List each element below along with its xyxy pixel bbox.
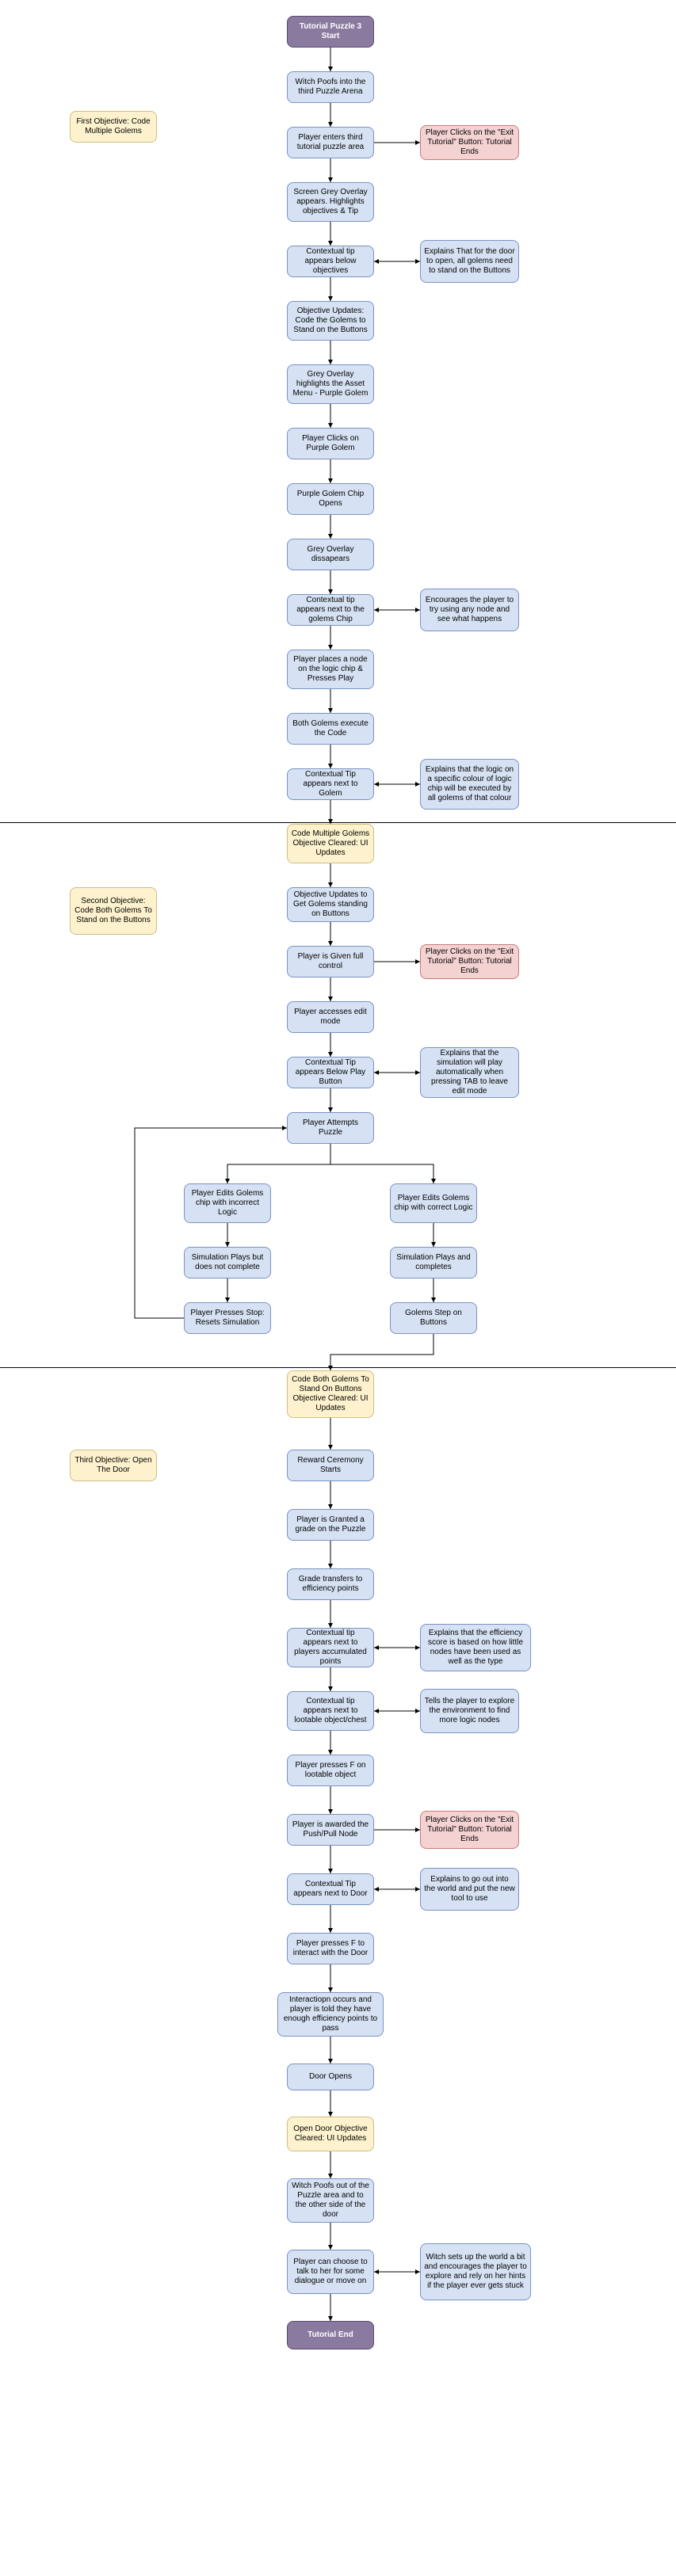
- flowchart-node-n4: Contextual tip appears below objectives: [287, 246, 374, 277]
- flowchart-node-obj3: Third Objective: Open The Door: [70, 1450, 157, 1481]
- flowchart-node-side3: Explains that the logic on a specific co…: [420, 759, 519, 810]
- flowchart-node-n19r: Player Edits Golems chip with correct Lo…: [390, 1183, 477, 1223]
- flowchart-node-n31: Interactiopn occurs and player is told t…: [277, 1992, 384, 2037]
- flowchart-node-side5: Explains that the efficiency score is ba…: [420, 1624, 531, 1671]
- flowchart-node-n3: Screen Grey Overlay appears. Highlights …: [287, 182, 374, 222]
- flowchart-node-clr2: Code Both Golems To Stand On Buttons Obj…: [287, 1370, 374, 1418]
- section-divider: [0, 822, 676, 823]
- flowchart-node-n9: Grey Overlay dissapears: [287, 539, 374, 570]
- flowchart-node-n14: Objective Updates to Get Golems standing…: [287, 887, 374, 922]
- flowchart-node-side1: Explains That for the door to open, all …: [420, 240, 519, 283]
- flowchart-node-n10: Contextual tip appears next to the golem…: [287, 594, 374, 626]
- flowchart-node-clr3: Open Door Objective Cleared: UI Updates: [287, 2117, 374, 2151]
- flowchart-node-n32: Door Opens: [287, 2063, 374, 2090]
- flowchart-node-n1: Witch Poofs into the third Puzzle Arena: [287, 71, 374, 103]
- flowchart-node-ex2: Player Clicks on the "Exit Tutorial" But…: [420, 944, 519, 979]
- flowchart-node-side2: Encourages the player to try using any n…: [420, 589, 519, 631]
- flowchart-node-n20r: Simulation Plays and completes: [390, 1247, 477, 1278]
- flowchart-node-n33: Witch Poofs out of the Puzzle area and t…: [287, 2178, 374, 2223]
- flowchart-node-obj2: Second Objective: Code Both Golems To St…: [70, 887, 157, 935]
- flowchart-node-n24: Grade transfers to efficiency points: [287, 1568, 374, 1600]
- flowchart-node-clr1: Code Multiple Golems Objective Cleared: …: [287, 824, 374, 863]
- flowchart-node-n13: Contextual Tip appears next to Golem: [287, 768, 374, 800]
- flowchart-node-side4: Explains that the simulation will play a…: [420, 1047, 519, 1098]
- flowchart-node-n20l: Simulation Plays but does not complete: [184, 1247, 271, 1278]
- flowchart-canvas: Tutorial Puzzle 3 Start First Objective: …: [0, 0, 676, 2576]
- flowchart-node-n12: Both Golems execute the Code: [287, 713, 374, 745]
- flowchart-node-side8: Witch sets up the world a bit and encour…: [420, 2243, 531, 2300]
- flowchart-node-n6: Grey Overlay highlights the Asset Menu -…: [287, 364, 374, 404]
- flowchart-node-n2: Player enters third tutorial puzzle area: [287, 127, 374, 158]
- flowchart-node-n15: Player is Given full control: [287, 946, 374, 977]
- flowchart-node-n18: Player Attempts Puzzle: [287, 1112, 374, 1144]
- flowchart-node-obj1: First Objective: Code Multiple Golems: [70, 111, 157, 143]
- flowchart-node-n7: Player Clicks on Purple Golem: [287, 428, 374, 459]
- flowchart-node-n29: Contextual Tip appears next to Door: [287, 1873, 374, 1905]
- flowchart-node-n21l: Player Presses Stop: Resets Simulation: [184, 1302, 271, 1334]
- flowchart-node-n26: Contextual tip appears next to lootable …: [287, 1691, 374, 1731]
- flowchart-node-ex1: Player Clicks on the "Exit Tutorial" But…: [420, 125, 519, 160]
- flowchart-node-n23: Player is Granted a grade on the Puzzle: [287, 1509, 374, 1541]
- flowchart-node-n21r: Golems Step on Buttons: [390, 1302, 477, 1334]
- flowchart-node-n27: Player presses F on lootable object: [287, 1755, 374, 1786]
- section-divider: [0, 1367, 676, 1368]
- flowchart-node-side6: Tells the player to explore the environm…: [420, 1689, 519, 1733]
- flowchart-node-n17: Contextual Tip appears Below Play Button: [287, 1057, 374, 1088]
- flowchart-node-n34: Player can choose to talk to her for som…: [287, 2250, 374, 2294]
- flowchart-node-n5: Objective Updates: Code the Golems to St…: [287, 301, 374, 341]
- flowchart-node-n30: Player presses F to interact with the Do…: [287, 1933, 374, 1964]
- flowchart-node-side7: Explains to go out into the world and pu…: [420, 1868, 519, 1911]
- flowchart-node-n28: Player is awarded the Push/Pull Node: [287, 1814, 374, 1846]
- flowchart-node-n11: Player places a node on the logic chip &…: [287, 650, 374, 689]
- flowchart-node-n0: Tutorial Puzzle 3 Start: [287, 16, 374, 48]
- flowchart-node-end: Tutorial End: [287, 2321, 374, 2349]
- flowchart-node-n25: Contextual tip appears next to players a…: [287, 1628, 374, 1667]
- flowchart-node-ex3: Player Clicks on the "Exit Tutorial" But…: [420, 1811, 519, 1849]
- flowchart-node-n8: Purple Golem Chip Opens: [287, 483, 374, 515]
- flowchart-node-n19l: Player Edits Golems chip with incorrect …: [184, 1183, 271, 1223]
- flowchart-node-n16: Player accesses edit mode: [287, 1001, 374, 1033]
- flowchart-node-n22: Reward Ceremony Starts: [287, 1450, 374, 1481]
